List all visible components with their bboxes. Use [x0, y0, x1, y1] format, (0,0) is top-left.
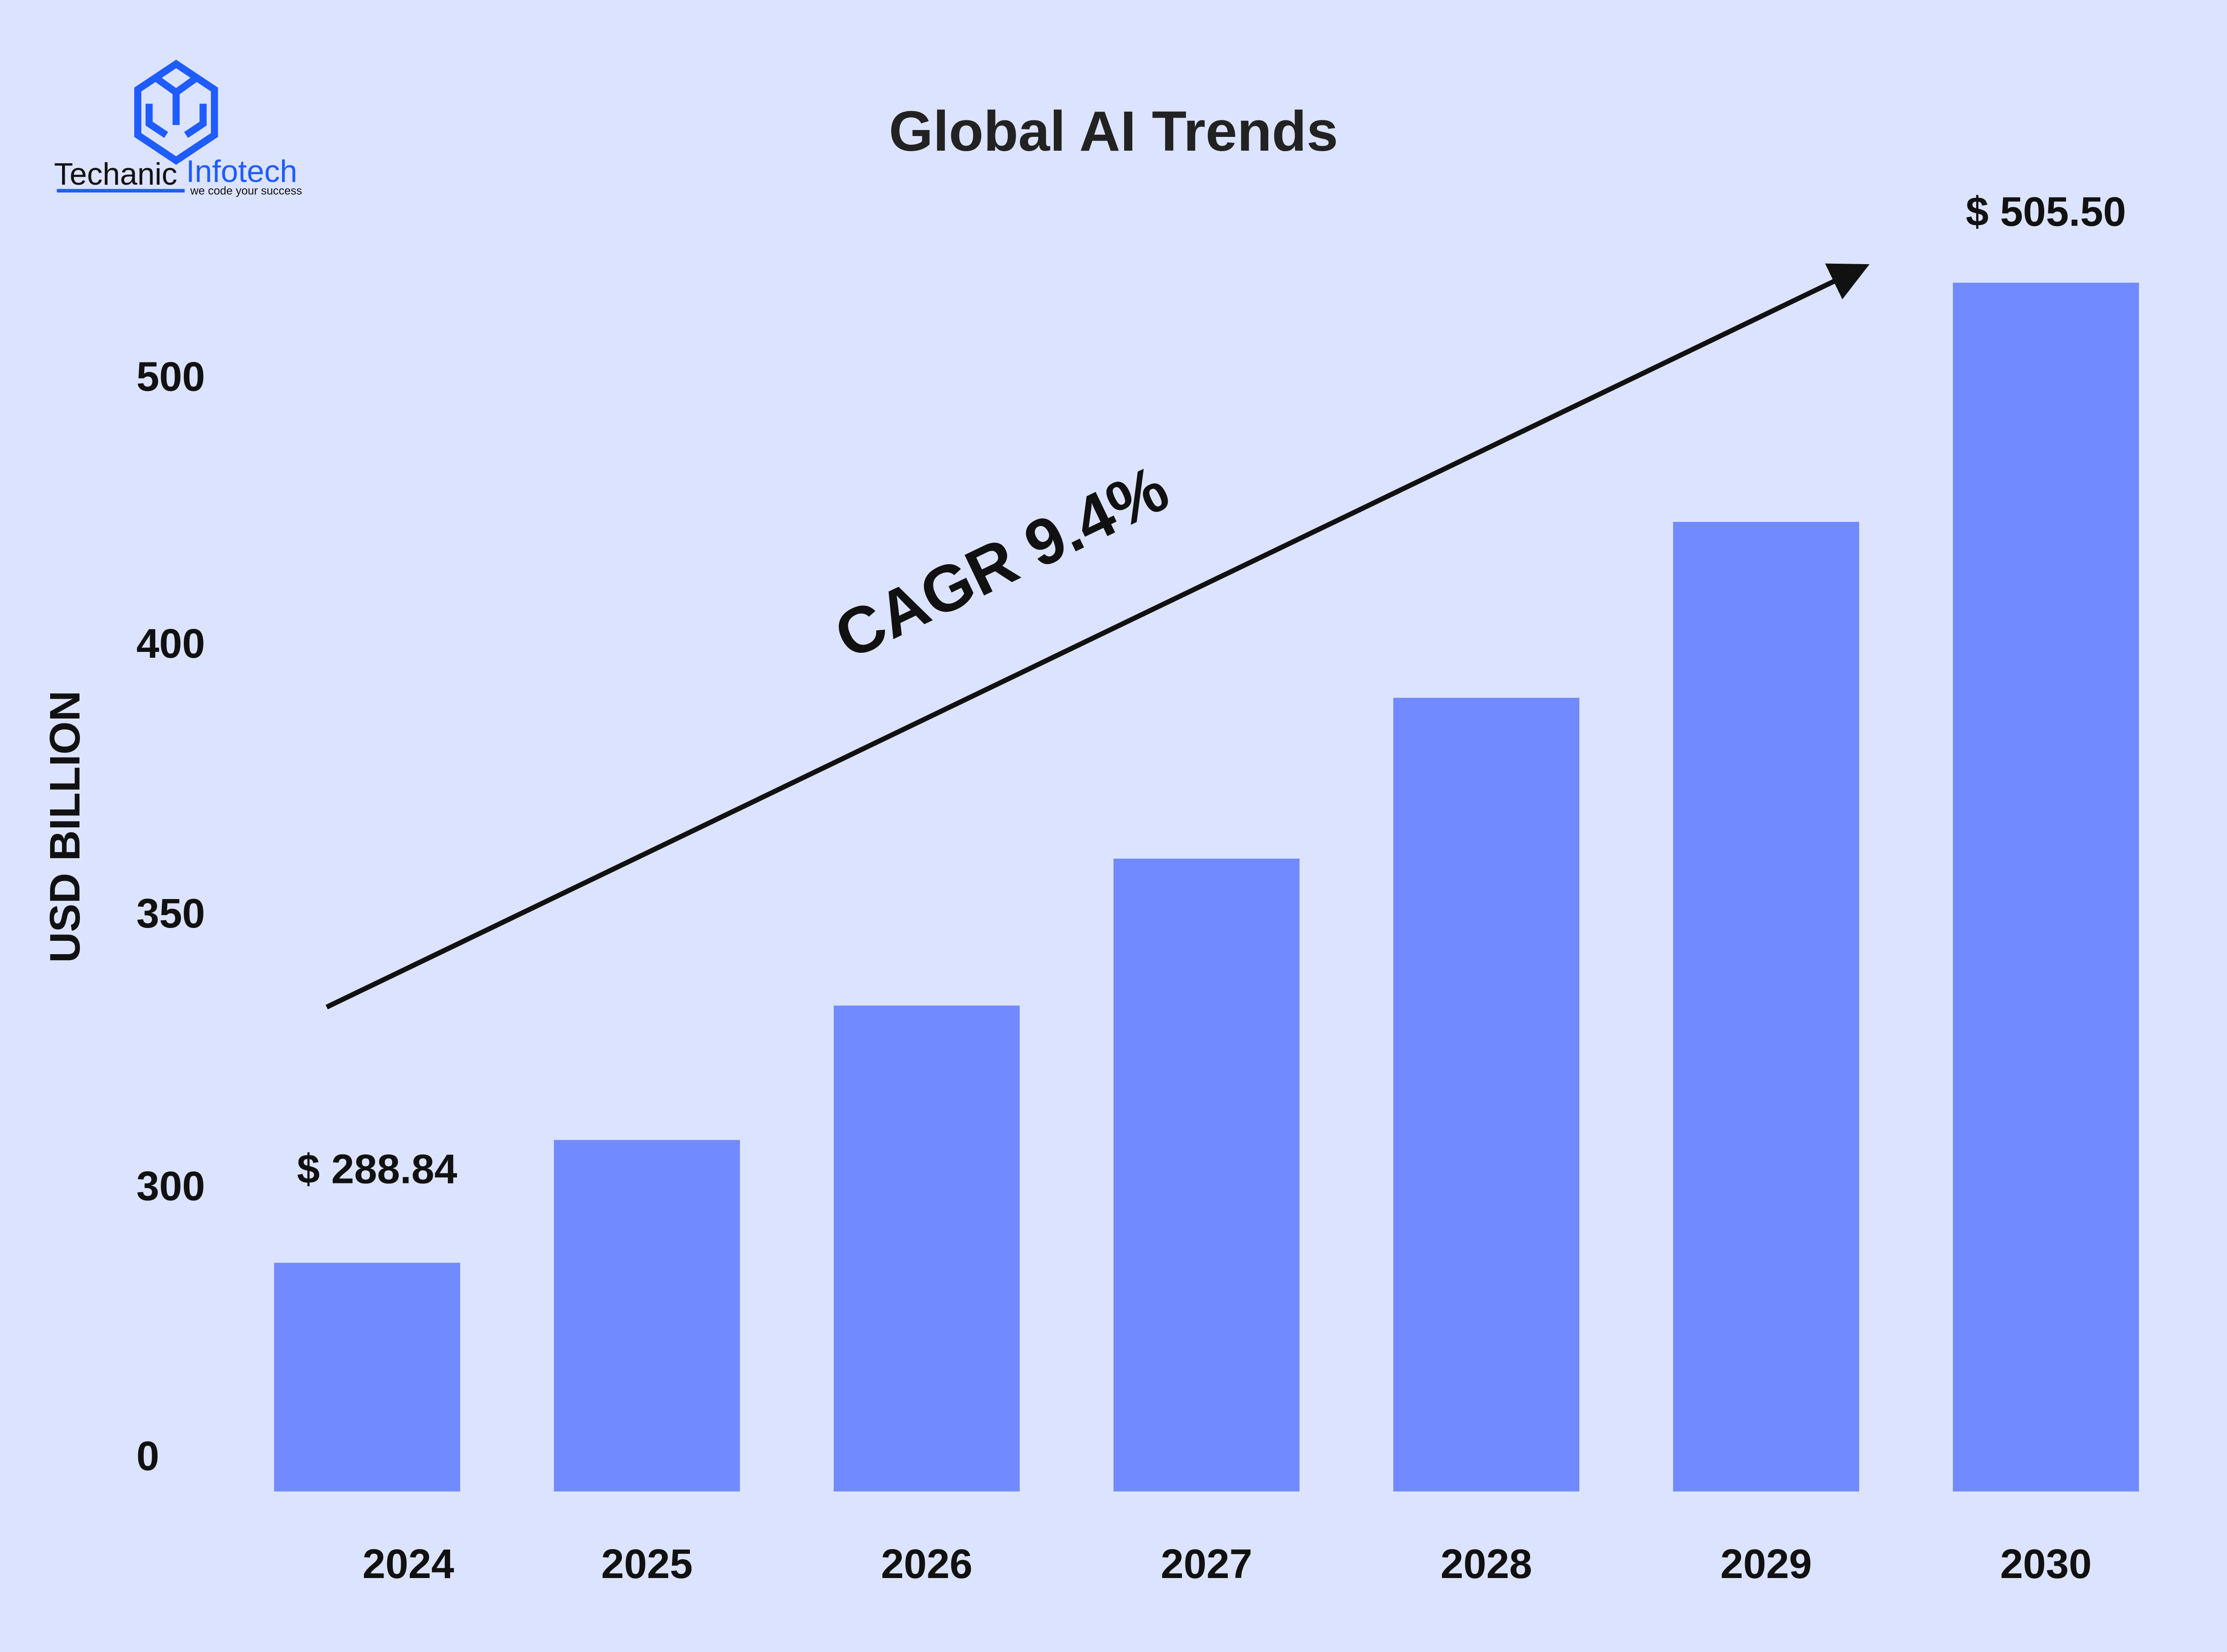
y-tick-label: 300 [136, 1164, 205, 1210]
x-tick-label: 2024 [362, 1541, 454, 1587]
cagr-annotation: CAGR 9.4% [824, 452, 1179, 673]
x-axis-ticks: 2024 2025 2026 2027 2028 2029 2030 [362, 1541, 2091, 1587]
data-labels: $ 288.84 $ 505.50 [297, 189, 2126, 1193]
bar-2027 [1114, 858, 1300, 1492]
company-logo: Techanic Infotech we code your success [54, 59, 302, 198]
y-axis-label: USD BILLION [41, 690, 89, 963]
x-tick-label: 2029 [1720, 1541, 1812, 1587]
chart-title: Global AI Trends [889, 100, 1338, 163]
x-tick-label: 2030 [2000, 1541, 2091, 1587]
logo-tagline: we code your success [190, 185, 302, 198]
logo-cube-icon [134, 59, 218, 165]
bar-2030 [1953, 283, 2139, 1492]
x-tick-label: 2027 [1161, 1541, 1252, 1587]
bars [274, 283, 2139, 1492]
bar-2029 [1673, 521, 1860, 1492]
data-label-2030: $ 505.50 [1966, 189, 2126, 235]
x-tick-label: 2025 [601, 1541, 693, 1587]
bar-2024 [274, 1262, 460, 1492]
y-axis-ticks: 0 300 350 400 500 [136, 354, 205, 1479]
y-tick-label: 350 [136, 891, 205, 937]
y-tick-label: 0 [136, 1433, 159, 1479]
x-tick-label: 2028 [1441, 1541, 1532, 1587]
logo-name-dark: Techanic [54, 157, 177, 192]
data-label-2024: $ 288.84 [297, 1147, 457, 1193]
logo-name-blue: Infotech [186, 154, 297, 189]
bar-2028 [1393, 697, 1580, 1492]
y-tick-label: 500 [136, 354, 205, 400]
y-tick-label: 400 [136, 621, 205, 667]
x-tick-label: 2026 [881, 1541, 972, 1587]
bar-2025 [554, 1140, 740, 1492]
bar-2026 [833, 1005, 1020, 1492]
logo-underline [57, 189, 185, 193]
growth-arrow [325, 263, 1870, 1010]
